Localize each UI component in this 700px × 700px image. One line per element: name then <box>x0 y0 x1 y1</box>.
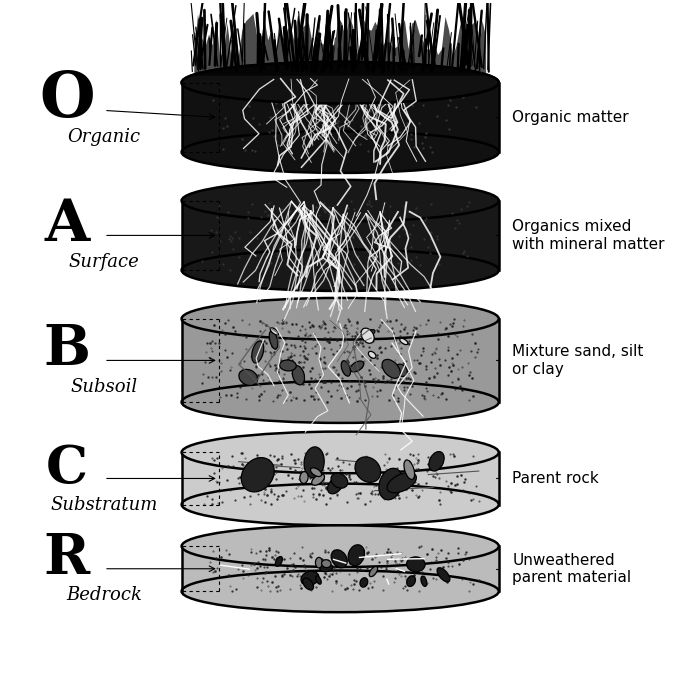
Text: Subsoil: Subsoil <box>71 378 138 395</box>
Ellipse shape <box>361 328 374 343</box>
Ellipse shape <box>407 576 415 587</box>
Ellipse shape <box>275 556 282 566</box>
Ellipse shape <box>181 298 499 340</box>
Ellipse shape <box>181 180 499 221</box>
Ellipse shape <box>303 578 314 590</box>
Ellipse shape <box>181 62 499 104</box>
Text: Unweathered
parent material: Unweathered parent material <box>512 552 631 585</box>
Ellipse shape <box>181 432 499 473</box>
Ellipse shape <box>404 460 414 480</box>
Ellipse shape <box>181 249 499 291</box>
Ellipse shape <box>348 545 365 566</box>
Ellipse shape <box>331 473 348 488</box>
Text: Substratum: Substratum <box>50 496 158 514</box>
Ellipse shape <box>368 351 376 358</box>
Ellipse shape <box>382 359 400 378</box>
Ellipse shape <box>407 557 425 572</box>
Ellipse shape <box>316 576 321 584</box>
Ellipse shape <box>181 132 499 173</box>
Ellipse shape <box>321 560 331 568</box>
Ellipse shape <box>429 452 444 471</box>
Polygon shape <box>181 546 499 592</box>
Text: Bedrock: Bedrock <box>66 586 142 604</box>
Ellipse shape <box>181 62 499 104</box>
Ellipse shape <box>293 365 304 385</box>
Ellipse shape <box>437 568 450 582</box>
Ellipse shape <box>341 360 351 376</box>
Text: R: R <box>44 531 90 586</box>
Ellipse shape <box>360 578 368 587</box>
Ellipse shape <box>181 484 499 525</box>
Polygon shape <box>181 201 499 270</box>
Ellipse shape <box>395 364 407 377</box>
Ellipse shape <box>363 330 375 337</box>
Text: B: B <box>43 323 90 377</box>
Ellipse shape <box>400 338 408 344</box>
Ellipse shape <box>300 472 308 484</box>
Ellipse shape <box>331 550 347 568</box>
Ellipse shape <box>355 457 381 482</box>
Polygon shape <box>181 83 499 152</box>
Ellipse shape <box>181 570 499 612</box>
Ellipse shape <box>328 477 342 494</box>
Text: A: A <box>44 197 90 253</box>
Ellipse shape <box>270 328 279 335</box>
Ellipse shape <box>312 474 325 485</box>
Text: O: O <box>39 69 95 130</box>
Ellipse shape <box>252 341 264 363</box>
Text: C: C <box>46 442 88 493</box>
Polygon shape <box>195 14 486 76</box>
Text: Organic: Organic <box>67 128 141 146</box>
Ellipse shape <box>239 370 258 386</box>
Ellipse shape <box>270 330 278 349</box>
Text: Parent rock: Parent rock <box>512 471 599 486</box>
Ellipse shape <box>241 458 274 492</box>
Ellipse shape <box>350 361 364 372</box>
Polygon shape <box>181 318 499 402</box>
Ellipse shape <box>181 382 499 423</box>
Ellipse shape <box>301 571 319 585</box>
Text: Organics mixed
with mineral matter: Organics mixed with mineral matter <box>512 219 665 251</box>
Ellipse shape <box>320 564 332 572</box>
Ellipse shape <box>311 468 321 477</box>
Ellipse shape <box>181 525 499 567</box>
Text: Surface: Surface <box>69 253 139 271</box>
Ellipse shape <box>304 447 324 478</box>
Ellipse shape <box>387 473 416 493</box>
Ellipse shape <box>369 566 378 577</box>
Polygon shape <box>181 452 499 505</box>
Ellipse shape <box>279 360 296 371</box>
Text: Organic matter: Organic matter <box>512 110 629 125</box>
Ellipse shape <box>421 576 427 587</box>
Ellipse shape <box>316 557 323 568</box>
Ellipse shape <box>379 468 402 500</box>
Text: Mixture sand, silt
or clay: Mixture sand, silt or clay <box>512 344 644 377</box>
